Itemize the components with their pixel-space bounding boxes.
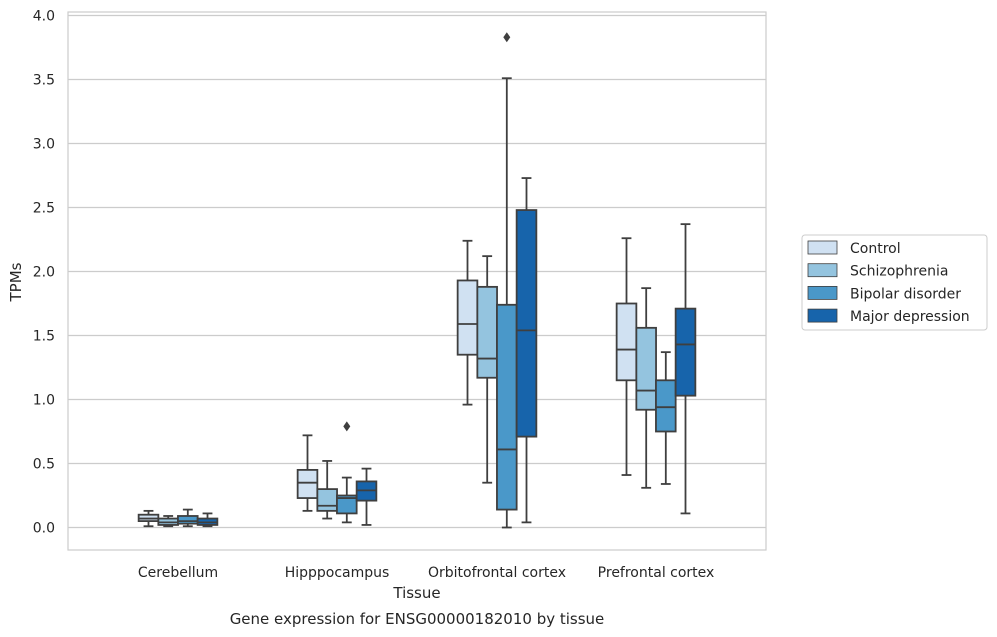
y-tick-label: 0.5 <box>33 457 55 473</box>
legend-label: Schizophrenia <box>850 264 948 280</box>
y-tick-label: 3.5 <box>33 73 55 89</box>
iqr-box <box>456 279 479 356</box>
series-major-depression <box>196 177 697 528</box>
y-axis-label: TPMs <box>7 262 25 302</box>
y-tick-label: 3.0 <box>33 137 55 153</box>
box-prefrontal-cortex <box>635 287 657 489</box>
iqr-box <box>476 285 498 379</box>
series-control <box>137 237 638 528</box>
box-cerebellum <box>157 515 179 528</box>
box-hipppocampus <box>316 460 338 520</box>
box-hipppocampus <box>296 434 319 512</box>
outlier-marker <box>343 421 351 432</box>
legend-frame <box>801 234 988 331</box>
box-prefrontal-cortex <box>655 351 677 485</box>
box-prefrontal-cortex <box>674 223 697 515</box>
iqr-box <box>635 326 657 411</box>
legend-items: Control Schizophrenia Bipolar disorder Majo… <box>807 240 970 325</box>
y-tick-labels: 0.0 0.5 1.0 1.5 2.0 2.5 3.0 3.5 4.0 <box>33 9 55 537</box>
chart-caption: Gene expression for ENSG00000182010 by t… <box>230 610 605 628</box>
legend-swatch <box>807 308 838 323</box>
y-tick-label: 1.5 <box>33 329 55 345</box>
y-tick-label: 2.5 <box>33 201 55 217</box>
legend-label: Major depression <box>850 309 970 325</box>
iqr-box <box>655 379 677 433</box>
legend-label: Control <box>850 241 901 257</box>
iqr-box <box>515 209 538 438</box>
iqr-box <box>674 307 697 397</box>
box-orbitofrontal-cortex <box>496 32 518 529</box>
grid-lines <box>68 14 766 529</box>
iqr-box <box>316 488 338 512</box>
legend-swatch <box>807 240 838 255</box>
y-tick-label: 0.0 <box>33 521 55 537</box>
box-prefrontal-cortex <box>615 237 638 476</box>
box-orbitofrontal-cortex <box>456 239 479 406</box>
legend-swatch <box>807 285 838 300</box>
box-cerebellum <box>196 512 219 528</box>
box-orbitofrontal-cortex <box>515 177 538 524</box>
iqr-box <box>177 515 199 525</box>
legend: Control Schizophrenia Bipolar disorder Majo… <box>801 234 988 331</box>
iqr-box <box>296 468 319 499</box>
x-tick-label: Hipppocampus <box>285 565 390 581</box>
outlier-marker <box>503 32 511 43</box>
legend-swatch <box>807 263 838 278</box>
box-hipppocampus <box>336 421 358 524</box>
plot-frame <box>67 11 767 551</box>
x-axis-label: Tissue <box>392 584 440 602</box>
series-schizophrenia <box>157 255 657 528</box>
y-tick-label: 1.0 <box>33 393 55 409</box>
y-tick-label: 2.0 <box>33 265 55 281</box>
x-tick-label: Prefrontal cortex <box>598 565 715 581</box>
box-series-layer <box>137 32 697 529</box>
iqr-box <box>336 494 358 515</box>
box-cerebellum <box>137 509 160 528</box>
box-orbitofrontal-cortex <box>476 255 498 484</box>
iqr-box <box>615 302 638 382</box>
legend-label: Bipolar disorder <box>850 286 961 302</box>
series-bipolar-disorder <box>177 32 677 529</box>
box-cerebellum <box>177 508 199 528</box>
y-tick-label: 4.0 <box>33 9 55 25</box>
iqr-box <box>496 303 518 511</box>
x-tick-label: Orbitofrontal cortex <box>428 565 566 581</box>
box-hipppocampus <box>355 467 378 526</box>
x-tick-label: Cerebellum <box>138 565 218 581</box>
x-tick-labels: Cerebellum Hipppocampus Orbitofrontal cort… <box>138 565 714 581</box>
